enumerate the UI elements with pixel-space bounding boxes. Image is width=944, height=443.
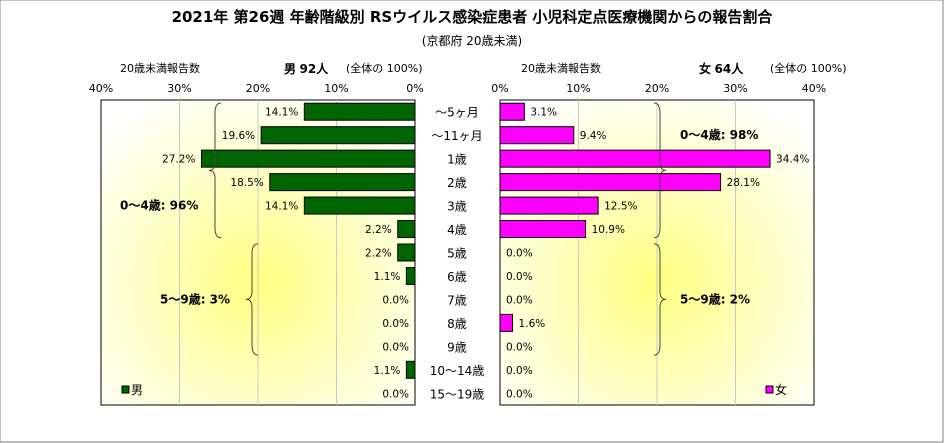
legend-label-female: 女 (775, 382, 787, 397)
category-label: 7歳 (447, 293, 467, 307)
annotations: 0〜4歳: 96% 5〜9歳: 3% 0〜4歳: 98% 5〜9歳: 2% (120, 102, 758, 356)
left-sex-count: 男 92人 (284, 60, 328, 77)
category-label: 15〜19歳 (430, 387, 485, 401)
category-label: 4歳 (447, 223, 467, 237)
bar-female (499, 126, 575, 145)
legend: 男女 (121, 382, 787, 397)
group-brace (208, 102, 222, 239)
left-count: 92人 (299, 62, 329, 76)
annotation-female-0-4: 0〜4歳: 98% (680, 127, 758, 142)
annotation-male-5-9: 5〜9歳: 3% (160, 291, 230, 306)
value-label-male: 1.1% (374, 365, 401, 377)
legend-swatch-female (765, 385, 774, 394)
category-label: 9歳 (447, 340, 467, 354)
value-label-female: 0.0% (506, 294, 533, 306)
value-label-male: 14.1% (265, 107, 298, 119)
category-label: 〜5ヶ月 (435, 106, 479, 120)
value-label-female: 34.4% (776, 154, 809, 166)
bar-male (303, 102, 416, 121)
bar-male (200, 149, 416, 168)
x-tick-female: 40% (802, 82, 826, 95)
legend-label-male: 男 (131, 383, 143, 397)
value-label-male: 27.2% (162, 154, 195, 166)
value-label-male: 0.0% (382, 388, 409, 400)
value-label-female: 0.0% (506, 271, 533, 283)
value-label-female: 9.4% (580, 130, 607, 142)
value-label-female: 10.9% (592, 224, 625, 236)
right-sex: 女 (699, 62, 712, 76)
group-brace (653, 243, 667, 356)
x-tick-male: 40% (89, 82, 113, 95)
bar-male (303, 196, 416, 215)
left-total-note: (全体の 100%) (346, 62, 423, 75)
value-label-male: 19.6% (222, 130, 255, 142)
chart-title: 2021年 第26週 年齢階級別 RSウイルス感染症患者 小児科定点医療機関から… (171, 8, 773, 26)
bar-female (499, 313, 514, 332)
left-report-label: 20歳未満報告数 (120, 62, 200, 75)
bar-female (499, 173, 722, 192)
bar-male (269, 173, 416, 192)
tick-labels: 40% 30% 20% 10% 0% 0% 10% 20% 30% 40% (89, 82, 826, 95)
x-tick-female: 0% (491, 82, 508, 95)
value-label-female: 0.0% (506, 365, 533, 377)
x-tick-female: 10% (566, 82, 590, 95)
value-label-female: 1.6% (519, 318, 546, 330)
value-label-female: 0.0% (506, 388, 533, 400)
x-tick-female: 30% (723, 82, 747, 95)
value-label-male: 0.0% (382, 318, 409, 330)
x-tick-female: 20% (645, 82, 669, 95)
value-label-female: 12.5% (604, 201, 637, 213)
right-report-label: 20歳未満報告数 (521, 62, 601, 75)
x-tick-male: 30% (167, 82, 191, 95)
right-total-note: (全体の 100%) (770, 62, 847, 75)
value-label-female: 0.0% (506, 341, 533, 353)
bars (200, 102, 771, 379)
x-tick-male: 10% (324, 82, 348, 95)
x-tick-male: 0% (406, 82, 423, 95)
value-label-male: 2.2% (365, 224, 392, 236)
category-label: 3歳 (447, 200, 467, 214)
value-labels: 14.1% 3.1% 19.6% 9.4% 27.2% 34.4% 18.5% 28.1% 14… (162, 107, 809, 401)
right-count: 64人 (714, 62, 744, 76)
category-label: 8歳 (447, 317, 467, 331)
category-label: 6歳 (447, 270, 467, 284)
value-label-female: 0.0% (506, 248, 533, 260)
bar-male (260, 126, 416, 145)
chart-subtitle: (京都府 20歳未満) (421, 34, 523, 48)
value-label-male: 2.2% (365, 248, 392, 260)
value-label-male: 0.0% (382, 341, 409, 353)
value-label-female: 3.1% (530, 107, 557, 119)
x-tick-male: 20% (246, 82, 270, 95)
bar-male (405, 360, 416, 379)
annotation-male-0-4: 0〜4歳: 96% (120, 198, 198, 213)
category-labels: 〜5ヶ月〜11ヶ月 1歳 2歳 3歳 4歳 5歳 6歳 7歳 8歳 9歳 10〜14歳 15〜19歳 (430, 106, 485, 402)
bar-male (405, 266, 416, 285)
value-label-male: 1.1% (374, 271, 401, 283)
category-label: 2歳 (447, 176, 467, 190)
bar-female (499, 196, 599, 215)
group-brace (653, 102, 667, 239)
right-sex-count: 女 64人 (699, 60, 743, 77)
value-label-female: 28.1% (727, 177, 760, 189)
bar-male (397, 243, 416, 262)
left-sex: 男 (284, 62, 297, 76)
value-label-male: 14.1% (265, 201, 298, 213)
value-label-male: 0.0% (382, 294, 409, 306)
group-brace (245, 243, 259, 356)
bar-female (499, 102, 525, 121)
category-label: 10〜14歳 (430, 364, 485, 378)
category-label: 5歳 (447, 247, 467, 261)
value-label-male: 18.5% (230, 177, 263, 189)
bar-female (499, 149, 771, 168)
annotation-female-5-9: 5〜9歳: 2% (680, 291, 750, 306)
category-label: 1歳 (447, 153, 467, 167)
legend-swatch-male (121, 385, 130, 394)
bar-male (397, 220, 416, 239)
category-label: 〜11ヶ月 (431, 129, 482, 143)
bar-female (499, 220, 587, 239)
